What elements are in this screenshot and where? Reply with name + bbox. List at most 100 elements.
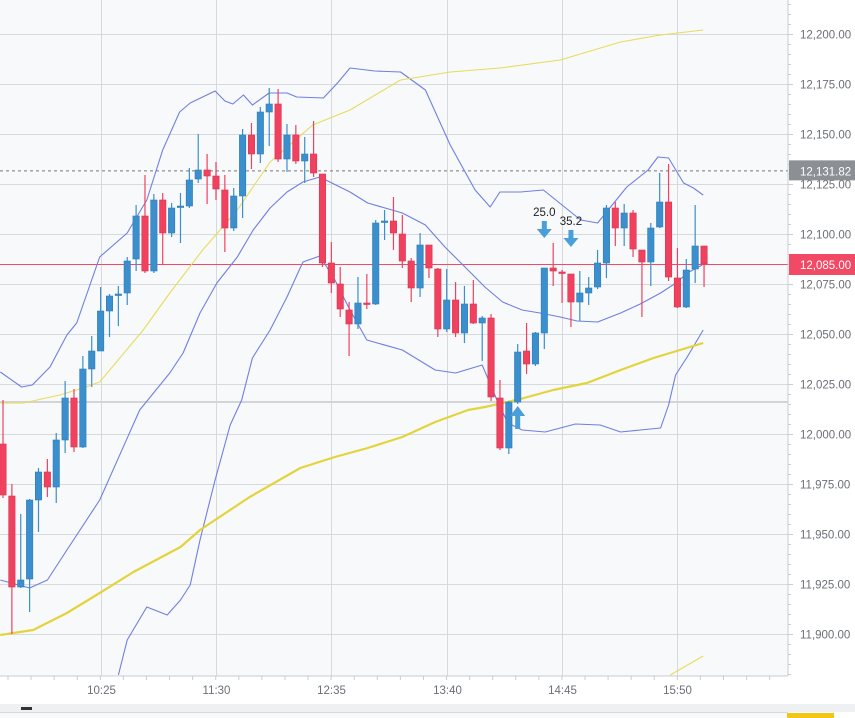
candle-down bbox=[159, 193, 167, 265]
candle-body bbox=[700, 245, 708, 265]
candle-down bbox=[469, 280, 477, 324]
candle-up bbox=[61, 381, 69, 453]
candle-up bbox=[185, 168, 193, 208]
candle-body bbox=[301, 153, 309, 162]
price-tick-label: 12,100.00 bbox=[800, 230, 851, 242]
candle-body bbox=[594, 262, 602, 288]
price-tick-label: 12,200.00 bbox=[800, 30, 851, 42]
candle-body bbox=[132, 215, 140, 260]
candle-body bbox=[434, 268, 442, 330]
candle-body bbox=[105, 295, 113, 312]
candle-down bbox=[310, 121, 318, 177]
candle-down bbox=[345, 302, 353, 356]
candle-body bbox=[150, 199, 158, 272]
candle-up bbox=[505, 401, 513, 454]
candle-body bbox=[212, 175, 220, 190]
price-axis[interactable]: 12,200.00 12,175.00 12,150.00 12,125.00 12,1… bbox=[788, 4, 851, 675]
candle-down bbox=[452, 282, 460, 337]
candle-body bbox=[638, 249, 646, 263]
candle-up bbox=[265, 88, 273, 146]
candle-up bbox=[26, 499, 34, 612]
signal-markers: 25.0 35.2 bbox=[510, 207, 582, 429]
candle-down bbox=[8, 484, 16, 634]
candle-up bbox=[416, 233, 424, 297]
candles bbox=[0, 88, 708, 634]
price-tick-label: 11,925.00 bbox=[800, 580, 850, 592]
candle-body bbox=[194, 169, 202, 180]
candle-body bbox=[292, 134, 300, 162]
candle-down bbox=[425, 244, 433, 278]
candle-body bbox=[283, 134, 291, 160]
ma-thick-line bbox=[0, 341, 704, 637]
candle-down bbox=[43, 459, 51, 497]
candle-body bbox=[389, 220, 397, 234]
dashed-level-label: 12,131.82 bbox=[800, 166, 851, 178]
candle-body bbox=[407, 260, 415, 289]
candle-body bbox=[531, 332, 539, 365]
candle-body bbox=[274, 103, 282, 160]
bottom-panel-separator[interactable] bbox=[0, 704, 855, 712]
candle-body bbox=[549, 267, 557, 272]
candle-up bbox=[381, 210, 389, 240]
candle-body bbox=[478, 317, 486, 324]
candle-up bbox=[656, 173, 664, 228]
candle-down bbox=[221, 175, 229, 252]
candle-body bbox=[469, 303, 477, 324]
candle-down bbox=[247, 123, 255, 169]
candle-body bbox=[310, 153, 318, 174]
candle-down bbox=[496, 380, 504, 450]
candle-body bbox=[345, 309, 353, 325]
candle-up bbox=[88, 336, 96, 387]
candle-up bbox=[531, 332, 539, 366]
candle-body bbox=[647, 227, 655, 263]
price-tick-label: 11,900.00 bbox=[800, 630, 850, 642]
candle-up bbox=[372, 220, 380, 305]
candle-body bbox=[97, 310, 105, 352]
candle-up bbox=[239, 129, 247, 218]
candle-up bbox=[150, 194, 158, 273]
candle-body bbox=[256, 111, 264, 155]
lower-band-line bbox=[117, 255, 704, 676]
time-axis[interactable]: 10:25 11:30 12:35 13:40 14:45 15:50 bbox=[7, 676, 771, 697]
candle-up bbox=[194, 134, 202, 183]
time-tick-label: 10:25 bbox=[87, 685, 116, 697]
sell-arrow-icon[interactable] bbox=[563, 230, 579, 247]
price-labels: 12,085.00 12,131.82 bbox=[789, 160, 855, 275]
candle-up bbox=[585, 277, 593, 305]
candle-down bbox=[700, 245, 708, 287]
candle-up bbox=[443, 269, 451, 332]
candle-down bbox=[336, 267, 344, 317]
signal-label: 25.0 bbox=[533, 207, 555, 219]
price-tick-label: 12,150.00 bbox=[800, 130, 851, 142]
candle-body bbox=[34, 471, 42, 501]
bottom-panel-value-label bbox=[787, 713, 834, 718]
candle-down bbox=[638, 249, 646, 317]
last-price-label-box bbox=[789, 254, 855, 275]
candle-body bbox=[61, 397, 69, 441]
candle-body bbox=[452, 299, 460, 334]
bottom-panel-background bbox=[0, 713, 788, 718]
candle-up bbox=[691, 205, 699, 283]
candle-down bbox=[434, 268, 442, 337]
pane-handle[interactable] bbox=[21, 707, 32, 710]
candle-body bbox=[665, 201, 673, 278]
candle-body bbox=[496, 397, 504, 449]
candle-body bbox=[443, 299, 451, 330]
candle-down bbox=[363, 274, 371, 309]
sell-arrow-icon[interactable] bbox=[536, 221, 552, 238]
candle-body bbox=[185, 179, 193, 207]
candle-body bbox=[176, 205, 184, 208]
candle-body bbox=[629, 212, 637, 250]
candle-up bbox=[105, 294, 113, 337]
candle-down bbox=[567, 273, 575, 327]
candle-up bbox=[256, 107, 264, 163]
candle-down bbox=[398, 215, 406, 268]
buy-arrow-icon[interactable] bbox=[510, 406, 526, 429]
candle-up bbox=[52, 433, 60, 503]
candle-body bbox=[123, 260, 131, 294]
candle-up bbox=[576, 271, 584, 321]
candle-body bbox=[602, 207, 610, 264]
candle-body bbox=[8, 495, 16, 588]
reference-lines bbox=[0, 170, 788, 403]
